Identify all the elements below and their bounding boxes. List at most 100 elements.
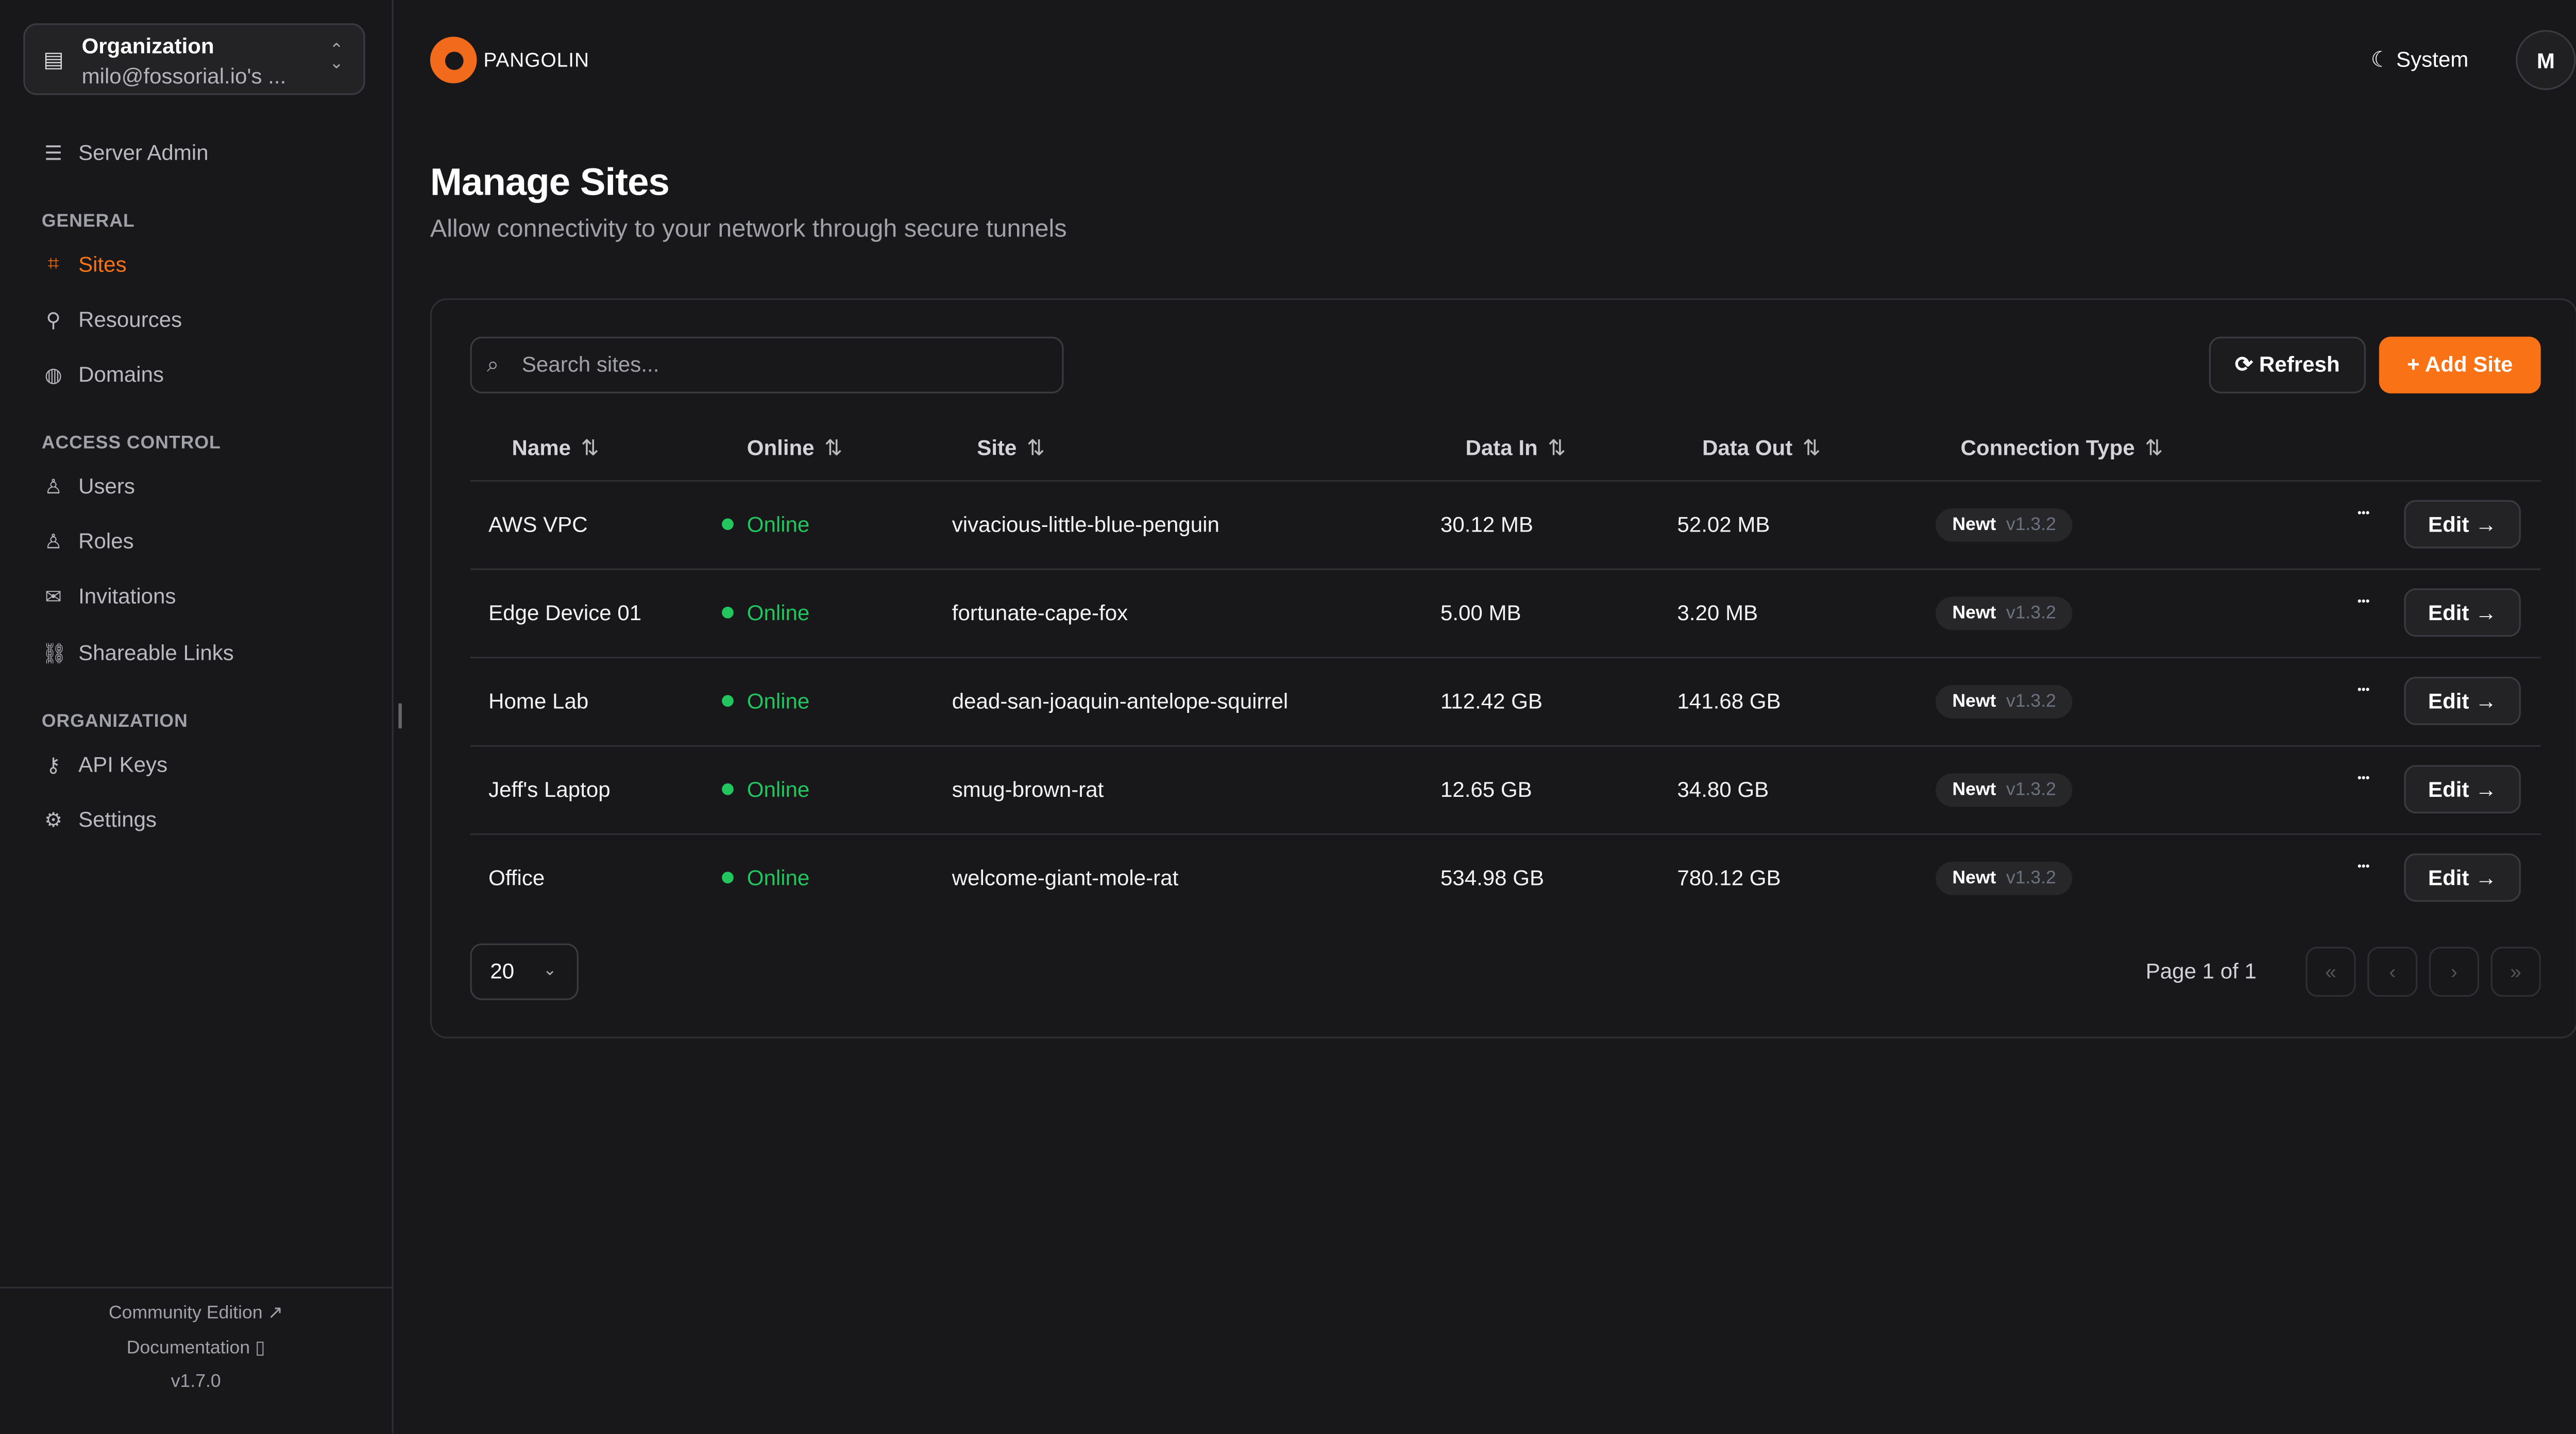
sidebar-item-invitations[interactable]: ✉ Invitations: [42, 584, 176, 609]
user-icon: ♙: [44, 474, 62, 498]
sites-icon: ⌗: [47, 251, 59, 275]
page-size-select[interactable]: 20 ⌄: [470, 943, 579, 1000]
edit-button[interactable]: Edit →: [2404, 676, 2521, 725]
label: Shareable Links: [78, 640, 234, 665]
label: Refresh: [2259, 351, 2340, 377]
site-name: Home Lab: [488, 688, 589, 714]
logo[interactable]: PANGOLIN: [430, 37, 589, 83]
data-out: 52.02 MB: [1677, 511, 1770, 537]
data-out: 780.12 GB: [1677, 865, 1781, 891]
type: Newt: [1952, 603, 1996, 624]
more-actions-icon[interactable]: •••: [2357, 596, 2370, 609]
online-status: Online: [722, 511, 810, 537]
site-name: Edge Device 01: [488, 600, 642, 625]
sidebar-item-sites[interactable]: ⌗ Sites: [42, 252, 127, 277]
arrow-right-icon: →: [2475, 865, 2497, 891]
edit-button[interactable]: Edit →: [2404, 853, 2521, 902]
add-site-button[interactable]: + Add Site: [2379, 336, 2541, 394]
type: Newt: [1952, 780, 1996, 800]
column-header-data-out[interactable]: Data Out ⇅: [1702, 435, 1821, 462]
sidebar-item-settings[interactable]: ⚙ Settings: [42, 807, 157, 832]
sidebar-item-api-keys[interactable]: ⚷ API Keys: [42, 752, 167, 777]
label: Server Admin: [78, 140, 209, 165]
chevrons-right-icon: »: [2510, 960, 2521, 984]
sort-icon: ⇅: [581, 435, 599, 460]
server-icon: ☰: [44, 141, 62, 164]
next-page-button[interactable]: ›: [2429, 947, 2479, 997]
label: Edit: [2428, 776, 2469, 802]
connection-type-badge: Newt v1.3.2: [1935, 773, 2073, 807]
edit-button[interactable]: Edit →: [2404, 765, 2521, 814]
org-name: milo@fossorial.io's ...: [81, 63, 286, 89]
version: v1.3.2: [2006, 691, 2056, 712]
community-edition-link[interactable]: Community Edition ↗: [0, 1302, 392, 1324]
arrow-right-icon: →: [2475, 511, 2497, 537]
column-header-name[interactable]: Name ⇅: [512, 435, 599, 462]
more-actions-icon[interactable]: •••: [2357, 773, 2370, 786]
label: System: [2396, 46, 2469, 72]
online-status: Online: [722, 777, 810, 802]
pangolin-logo-icon: [430, 37, 477, 83]
column-header-data-in[interactable]: Data In ⇅: [1465, 435, 1566, 462]
sort-icon: ⇅: [1548, 435, 1566, 460]
resources-icon: ⚲: [46, 308, 61, 331]
edit-button[interactable]: Edit →: [2404, 500, 2521, 549]
sort-icon: ⇅: [824, 435, 843, 460]
refresh-button[interactable]: ⟳ Refresh: [2209, 336, 2366, 394]
sidebar-item-resources[interactable]: ⚲ Resources: [42, 306, 182, 332]
key-icon: ⚷: [46, 753, 61, 776]
more-actions-icon[interactable]: •••: [2357, 685, 2370, 697]
plus-icon: +: [2407, 351, 2420, 377]
more-actions-icon[interactable]: •••: [2357, 862, 2370, 874]
version: v1.3.2: [2006, 868, 2056, 889]
sidebar-footer: Community Edition ↗ Documentation ▯ v1.7…: [0, 1287, 392, 1434]
sidebar-item-domains[interactable]: ◍ Domains: [42, 362, 164, 387]
label: Documentation: [126, 1338, 250, 1359]
sidebar-resize-handle[interactable]: [398, 703, 402, 729]
chevrons-left-icon: «: [2325, 960, 2336, 984]
theme-toggle[interactable]: ☾ System: [2371, 47, 2469, 74]
edit-button[interactable]: Edit →: [2404, 588, 2521, 637]
label: Resources: [78, 306, 182, 332]
first-page-button[interactable]: «: [2306, 947, 2356, 997]
version: v1.3.2: [2006, 515, 2056, 535]
section-organization: ORGANIZATION: [41, 711, 188, 732]
label: Online: [747, 435, 815, 460]
label: Settings: [78, 807, 157, 832]
sidebar-item-users[interactable]: ♙ Users: [42, 473, 135, 499]
sidebar-item-shareable-links[interactable]: ⛓ Shareable Links: [42, 640, 234, 665]
label: Roles: [78, 528, 134, 554]
sidebar: ▤ Organization milo@fossorial.io's ... ⌃…: [0, 0, 394, 1433]
label: Data Out: [1702, 435, 1793, 460]
site-name: Office: [488, 865, 545, 891]
label: Users: [78, 473, 135, 499]
prev-page-button[interactable]: ‹: [2367, 947, 2418, 997]
users-icon: ♙: [44, 529, 62, 553]
site-id: dead-san-joaquin-antelope-squirrel: [952, 688, 1289, 714]
data-out: 141.68 GB: [1677, 688, 1781, 714]
column-header-online[interactable]: Online ⇅: [747, 435, 843, 462]
arrow-right-icon: →: [2475, 600, 2497, 625]
chevron-right-icon: ›: [2450, 960, 2458, 984]
external-link-icon: ↗: [267, 1303, 283, 1324]
row-divider: [470, 480, 2541, 482]
avatar[interactable]: M: [2516, 30, 2576, 90]
label: Edit: [2428, 688, 2469, 714]
column-header-site[interactable]: Site ⇅: [977, 435, 1045, 462]
online-status: Online: [722, 865, 810, 890]
book-icon: ▯: [255, 1338, 265, 1359]
label: Edit: [2428, 865, 2469, 891]
documentation-link[interactable]: Documentation ▯: [0, 1337, 392, 1359]
last-page-button[interactable]: »: [2490, 947, 2541, 997]
row-divider: [470, 656, 2541, 659]
search-input[interactable]: ⌕ Search sites...: [470, 336, 1064, 394]
org-selector[interactable]: ▤ Organization milo@fossorial.io's ... ⌃…: [23, 23, 365, 95]
sites-table-card: ⌕ Search sites... ⟳ Refresh + Add Site Na…: [430, 298, 2576, 1039]
sidebar-item-roles[interactable]: ♙ Roles: [42, 528, 134, 554]
connection-type-badge: Newt v1.3.2: [1935, 862, 2073, 895]
label: Site: [977, 435, 1017, 460]
sidebar-item-server-admin[interactable]: ☰ Server Admin: [42, 140, 209, 165]
more-actions-icon[interactable]: •••: [2357, 508, 2370, 520]
column-header-connection-type[interactable]: Connection Type ⇅: [1961, 435, 2163, 462]
type: Newt: [1952, 868, 1996, 889]
